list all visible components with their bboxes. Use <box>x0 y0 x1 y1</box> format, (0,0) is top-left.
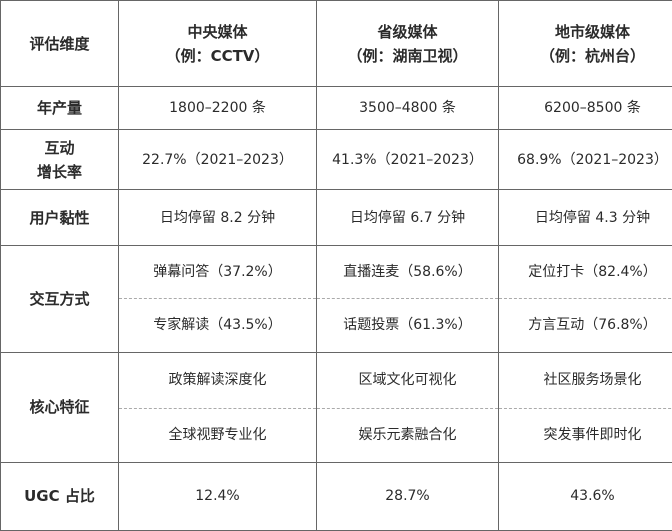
header-row: 评估维度 中央媒体 （例：CCTV） 省级媒体 （例：湖南卫视） 地市级媒体 （… <box>0 0 672 88</box>
row-stickiness: 用户黏性 日均停留 8.2 分钟 日均停留 6.7 分钟 日均停留 4.3 分钟 <box>0 189 672 247</box>
cell-municipal: 突发事件即时化 <box>498 407 672 463</box>
row-interaction-mode-1: 交互方式 弹幕问答（37.2%） 直播连麦（58.6%） 定位打卡（82.4%） <box>0 245 672 353</box>
cell-provincial: 话题投票（61.3%） <box>316 297 499 353</box>
cell-municipal: 68.9%（2021–2023） <box>498 129 672 191</box>
row-label: 年产量 <box>0 86 119 131</box>
cell-central: 政策解读深度化 <box>118 351 317 409</box>
cell-provincial: 3500–4800 条 <box>316 86 499 131</box>
row-label: 用户黏性 <box>0 189 119 247</box>
row-interaction-growth: 互动 增长率 22.7%（2021–2023） 41.3%（2021–2023）… <box>0 129 672 191</box>
header-provincial: 省级媒体 （例：湖南卫视） <box>316 0 499 88</box>
row-ugc-ratio: UGC 占比 12.4% 28.7% 43.6% <box>0 461 672 531</box>
row-label: UGC 占比 <box>0 461 119 531</box>
row-label: 核心特征 <box>0 351 119 463</box>
cell-municipal: 日均停留 4.3 分钟 <box>498 189 672 247</box>
row-label: 互动 增长率 <box>0 129 119 191</box>
cell-municipal: 定位打卡（82.4%） <box>498 245 672 299</box>
cell-central: 1800–2200 条 <box>118 86 317 131</box>
cell-provincial: 直播连麦（58.6%） <box>316 245 499 299</box>
row-interaction-mode-2: 专家解读（43.5%） 话题投票（61.3%） 方言互动（76.8%） <box>1 297 672 353</box>
cell-provincial: 41.3%（2021–2023） <box>316 129 499 191</box>
row-annual-output: 年产量 1800–2200 条 3500–4800 条 6200–8500 条 <box>0 86 672 131</box>
cell-central: 22.7%（2021–2023） <box>118 129 317 191</box>
cell-provincial: 日均停留 6.7 分钟 <box>316 189 499 247</box>
header-dimension: 评估维度 <box>0 0 119 88</box>
cell-municipal: 社区服务场景化 <box>498 351 672 409</box>
cell-central: 12.4% <box>118 461 317 531</box>
header-central: 中央媒体 （例：CCTV） <box>118 0 317 88</box>
row-label: 交互方式 <box>0 245 119 353</box>
cell-central: 专家解读（43.5%） <box>118 297 317 353</box>
cell-provincial: 区域文化可视化 <box>316 351 499 409</box>
row-core-features-1: 核心特征 政策解读深度化 区域文化可视化 社区服务场景化 <box>0 351 672 463</box>
cell-central: 弹幕问答（37.2%） <box>118 245 317 299</box>
cell-central: 日均停留 8.2 分钟 <box>118 189 317 247</box>
header-municipal: 地市级媒体 （例：杭州台） <box>498 0 672 88</box>
cell-municipal: 43.6% <box>498 461 672 531</box>
cell-provincial: 娱乐元素融合化 <box>316 407 499 463</box>
cell-municipal: 6200–8500 条 <box>498 86 672 131</box>
cell-provincial: 28.7% <box>316 461 499 531</box>
cell-municipal: 方言互动（76.8%） <box>498 297 672 353</box>
cell-central: 全球视野专业化 <box>118 407 317 463</box>
